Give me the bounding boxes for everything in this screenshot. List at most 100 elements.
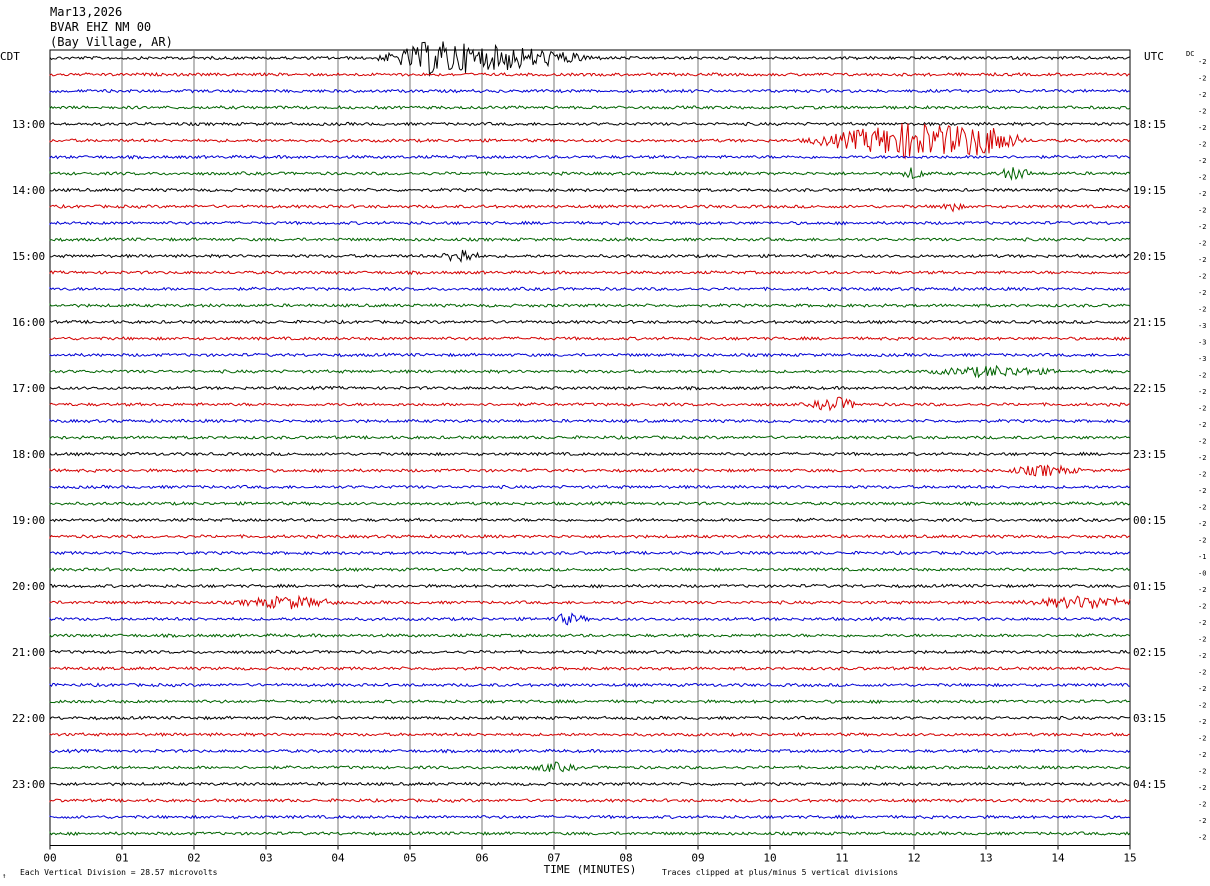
- dc-offset-label: -2: [1198, 619, 1206, 627]
- right-hour-label: 03:15: [1133, 712, 1166, 725]
- dc-offset-label: -2: [1198, 157, 1206, 165]
- plot-frame: [49, 49, 1131, 846]
- dc-offset-label: -1: [1198, 553, 1206, 561]
- seismic-trace: [49, 123, 1131, 160]
- seismic-trace: [49, 830, 1131, 836]
- dc-offset-label: -2: [1198, 471, 1206, 479]
- left-hour-label: 15:00: [12, 250, 45, 263]
- seismic-trace: [49, 464, 1131, 477]
- seismic-trace: [49, 451, 1131, 457]
- x-axis-title: TIME (MINUTES): [544, 863, 637, 876]
- dc-offset-label: -2: [1198, 735, 1206, 743]
- x-tick-label: 10: [763, 852, 776, 865]
- dc-offset-label: -2: [1198, 768, 1206, 776]
- dc-offset-label: -2: [1198, 273, 1206, 281]
- dc-offset-label: -2: [1198, 504, 1206, 512]
- dc-offset-label: -2: [1198, 372, 1206, 380]
- right-hour-label: 20:15: [1133, 250, 1166, 263]
- scale-note: Each Vertical Division = 28.57 microvolt…: [20, 868, 218, 877]
- dc-offset-label: -2: [1198, 603, 1206, 611]
- station-code: BVAR EHZ NM 00: [50, 20, 152, 34]
- seismic-trace: [49, 396, 1131, 412]
- dc-offset-label: -2: [1198, 784, 1206, 792]
- dc-offset-label: -2: [1198, 174, 1206, 182]
- seismic-trace: [49, 731, 1131, 738]
- dc-offset-label: -2: [1198, 256, 1206, 264]
- seismic-trace: [49, 269, 1131, 276]
- dc-offset-label: -2: [1198, 421, 1206, 429]
- seismic-trace: [49, 202, 1131, 213]
- x-tick-label: 00: [43, 852, 56, 865]
- seismic-trace: [49, 434, 1131, 441]
- left-hour-label: 21:00: [12, 646, 45, 659]
- dc-label: DC: [1186, 50, 1194, 58]
- x-tick-label: 08: [619, 852, 632, 865]
- seismic-trace: [49, 698, 1131, 704]
- dc-offset-label: -2: [1198, 834, 1206, 842]
- left-hour-label: 19:00: [12, 514, 45, 527]
- seismic-trace: [49, 385, 1131, 391]
- seismic-trace: [49, 748, 1131, 754]
- x-tick-label: 02: [187, 852, 200, 865]
- seismic-trace: [49, 154, 1131, 160]
- seismic-trace: [49, 303, 1131, 308]
- seismic-trace: [49, 567, 1131, 573]
- dc-offset-label: -2: [1198, 438, 1206, 446]
- left-hour-label: 17:00: [12, 382, 45, 395]
- clip-note: Traces clipped at plus/minus 5 vertical …: [662, 868, 898, 877]
- seismic-trace: [49, 71, 1131, 77]
- seismic-trace: [49, 612, 1131, 626]
- seismic-trace: [49, 220, 1131, 226]
- x-tick-label: 01: [115, 852, 128, 865]
- dc-offset-label: -2: [1198, 702, 1206, 710]
- seismic-trace: [49, 666, 1131, 671]
- x-tick-label: 03: [259, 852, 272, 865]
- seismic-trace: [49, 715, 1131, 721]
- x-tick-label: 12: [907, 852, 920, 865]
- seismic-trace: [49, 121, 1131, 127]
- seismic-trace: [49, 761, 1131, 773]
- seismic-trace: [49, 88, 1131, 94]
- seismic-trace: [49, 797, 1131, 804]
- x-tick-label: 04: [331, 852, 345, 865]
- seismic-trace: [49, 517, 1131, 523]
- dc-offset-label: -3: [1198, 322, 1206, 330]
- dc-offset-label: -2: [1198, 487, 1206, 495]
- dc-offset-label: -2: [1198, 520, 1206, 528]
- left-hour-label: 14:00: [12, 184, 45, 197]
- right-hour-label: 02:15: [1133, 646, 1166, 659]
- x-tick-label: 14: [1051, 852, 1065, 865]
- x-tick-label: 09: [691, 852, 704, 865]
- seismic-trace: [49, 364, 1131, 379]
- right-hour-label: 22:15: [1133, 382, 1166, 395]
- right-hour-label: 18:15: [1133, 118, 1166, 131]
- seismic-trace: [49, 236, 1131, 242]
- seismic-trace: [49, 594, 1131, 610]
- dc-offset-label: -2: [1198, 405, 1206, 413]
- seismic-trace: [49, 335, 1130, 341]
- dc-offset-label: -2: [1198, 141, 1206, 149]
- dc-offset-label: -3: [1198, 355, 1206, 363]
- dc-offset-label: -2: [1198, 223, 1206, 231]
- dc-offset-label: -3: [1198, 339, 1206, 347]
- left-hour-label: 18:00: [12, 448, 45, 461]
- dc-offset-label: -2: [1198, 207, 1206, 215]
- left-hour-label: 23:00: [12, 778, 45, 791]
- left-hour-label: 20:00: [12, 580, 45, 593]
- seismic-trace: [49, 319, 1131, 325]
- corner-mark-icon: ↑: [2, 872, 6, 880]
- dc-offset-label: -2: [1198, 751, 1206, 759]
- seismic-trace: [49, 632, 1131, 639]
- dc-offset-label: -2: [1198, 652, 1206, 660]
- station-location: (Bay Village, AR): [50, 35, 173, 49]
- seismic-trace: [49, 249, 1131, 264]
- dc-offset-label: -2: [1198, 91, 1206, 99]
- seismic-trace: [49, 187, 1131, 193]
- x-tick-label: 05: [403, 852, 416, 865]
- dc-offset-label: -2: [1198, 636, 1206, 644]
- dc-offset-label: -2: [1198, 388, 1206, 396]
- seismic-trace: [49, 484, 1131, 490]
- dc-offset-label: -2: [1198, 454, 1206, 462]
- seismic-trace: [49, 167, 1131, 182]
- seismic-trace: [49, 781, 1131, 787]
